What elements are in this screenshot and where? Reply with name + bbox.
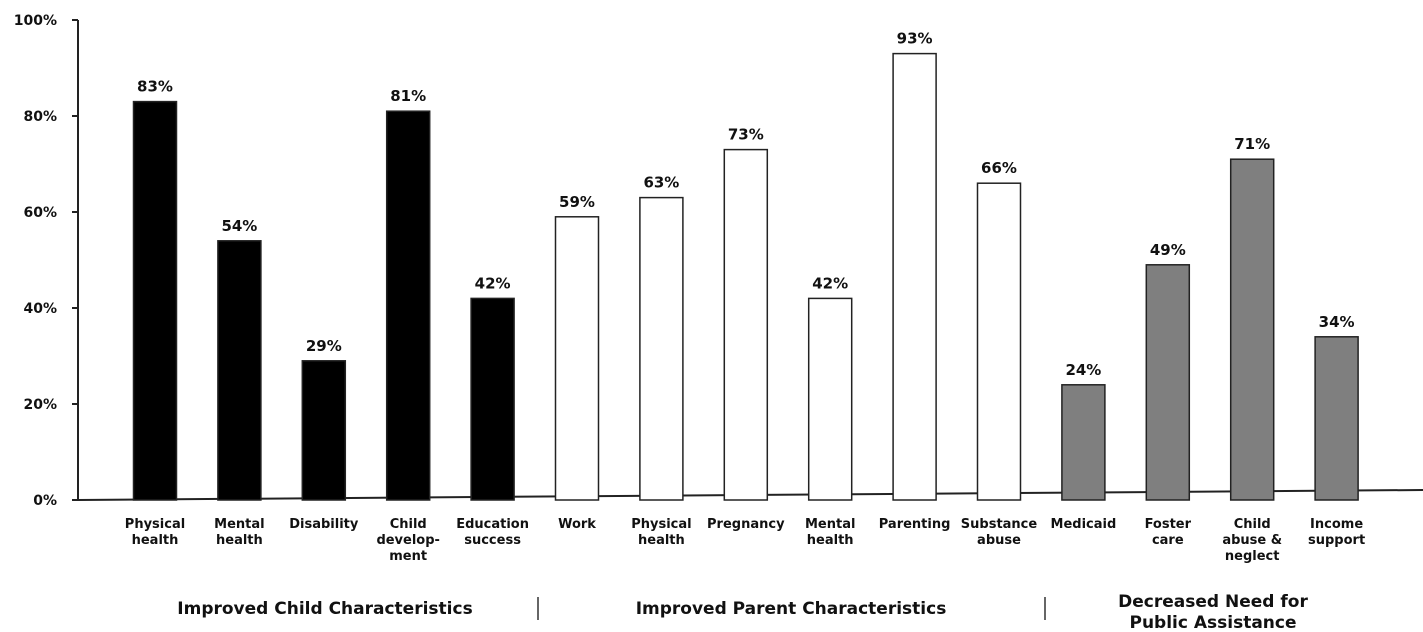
category-label: Physical health	[631, 517, 691, 548]
category-label: Physical health	[125, 517, 185, 548]
bar	[385, 110, 431, 501]
group-label: Improved Parent Characteristics	[636, 599, 947, 619]
bar	[1061, 384, 1106, 501]
category-label: Parenting	[879, 517, 951, 532]
bar	[723, 148, 769, 501]
category-label: Mental health	[214, 517, 264, 548]
bar	[132, 100, 178, 501]
value-label: 42%	[812, 274, 848, 292]
category-label: Disability	[289, 517, 359, 532]
category-label: Medicaid	[1051, 517, 1117, 532]
bar	[639, 196, 684, 501]
value-label: 49%	[1150, 241, 1186, 259]
y-tick-label: 80%	[23, 109, 57, 125]
value-label: 59%	[559, 193, 595, 211]
category-label: Mental health	[805, 517, 855, 548]
bar	[470, 297, 515, 501]
value-label: 24%	[1065, 361, 1101, 379]
category-label: Work	[558, 517, 596, 532]
category-label: Child abuse & neglect	[1222, 517, 1282, 564]
value-label: 83%	[137, 78, 173, 96]
category-label: Child develop-ment	[376, 517, 440, 564]
category-label: Substance abuse	[961, 517, 1038, 548]
category-label: Foster care	[1145, 517, 1192, 548]
y-tick-label: 40%	[23, 301, 57, 317]
bar	[892, 52, 937, 501]
bar	[301, 360, 347, 501]
bar	[1145, 264, 1191, 501]
value-label: 73%	[728, 126, 764, 144]
bar	[1229, 158, 1275, 501]
bar	[217, 240, 262, 501]
bar	[554, 216, 600, 501]
bar	[976, 182, 1022, 501]
value-label: 93%	[897, 30, 933, 48]
category-label: Income support	[1308, 517, 1365, 548]
category-label: Pregnancy	[707, 517, 785, 532]
y-tick-label: 100%	[14, 13, 57, 29]
group-label: Improved Child Characteristics	[177, 599, 472, 619]
group-label: Decreased Need for Public Assistance	[1118, 592, 1308, 632]
y-tick-label: 20%	[23, 397, 57, 413]
category-label: Education success	[456, 517, 529, 548]
value-label: 42%	[475, 274, 511, 292]
value-label: 66%	[981, 159, 1017, 177]
value-label: 71%	[1234, 135, 1270, 153]
value-label: 54%	[221, 217, 257, 235]
value-label: 34%	[1319, 313, 1355, 331]
value-label: 29%	[306, 337, 342, 355]
y-tick-label: 0%	[33, 493, 57, 509]
y-tick-label: 60%	[23, 205, 57, 221]
bar	[807, 297, 853, 501]
value-label: 63%	[643, 174, 679, 192]
bar	[1314, 336, 1359, 501]
value-label: 81%	[390, 87, 426, 105]
